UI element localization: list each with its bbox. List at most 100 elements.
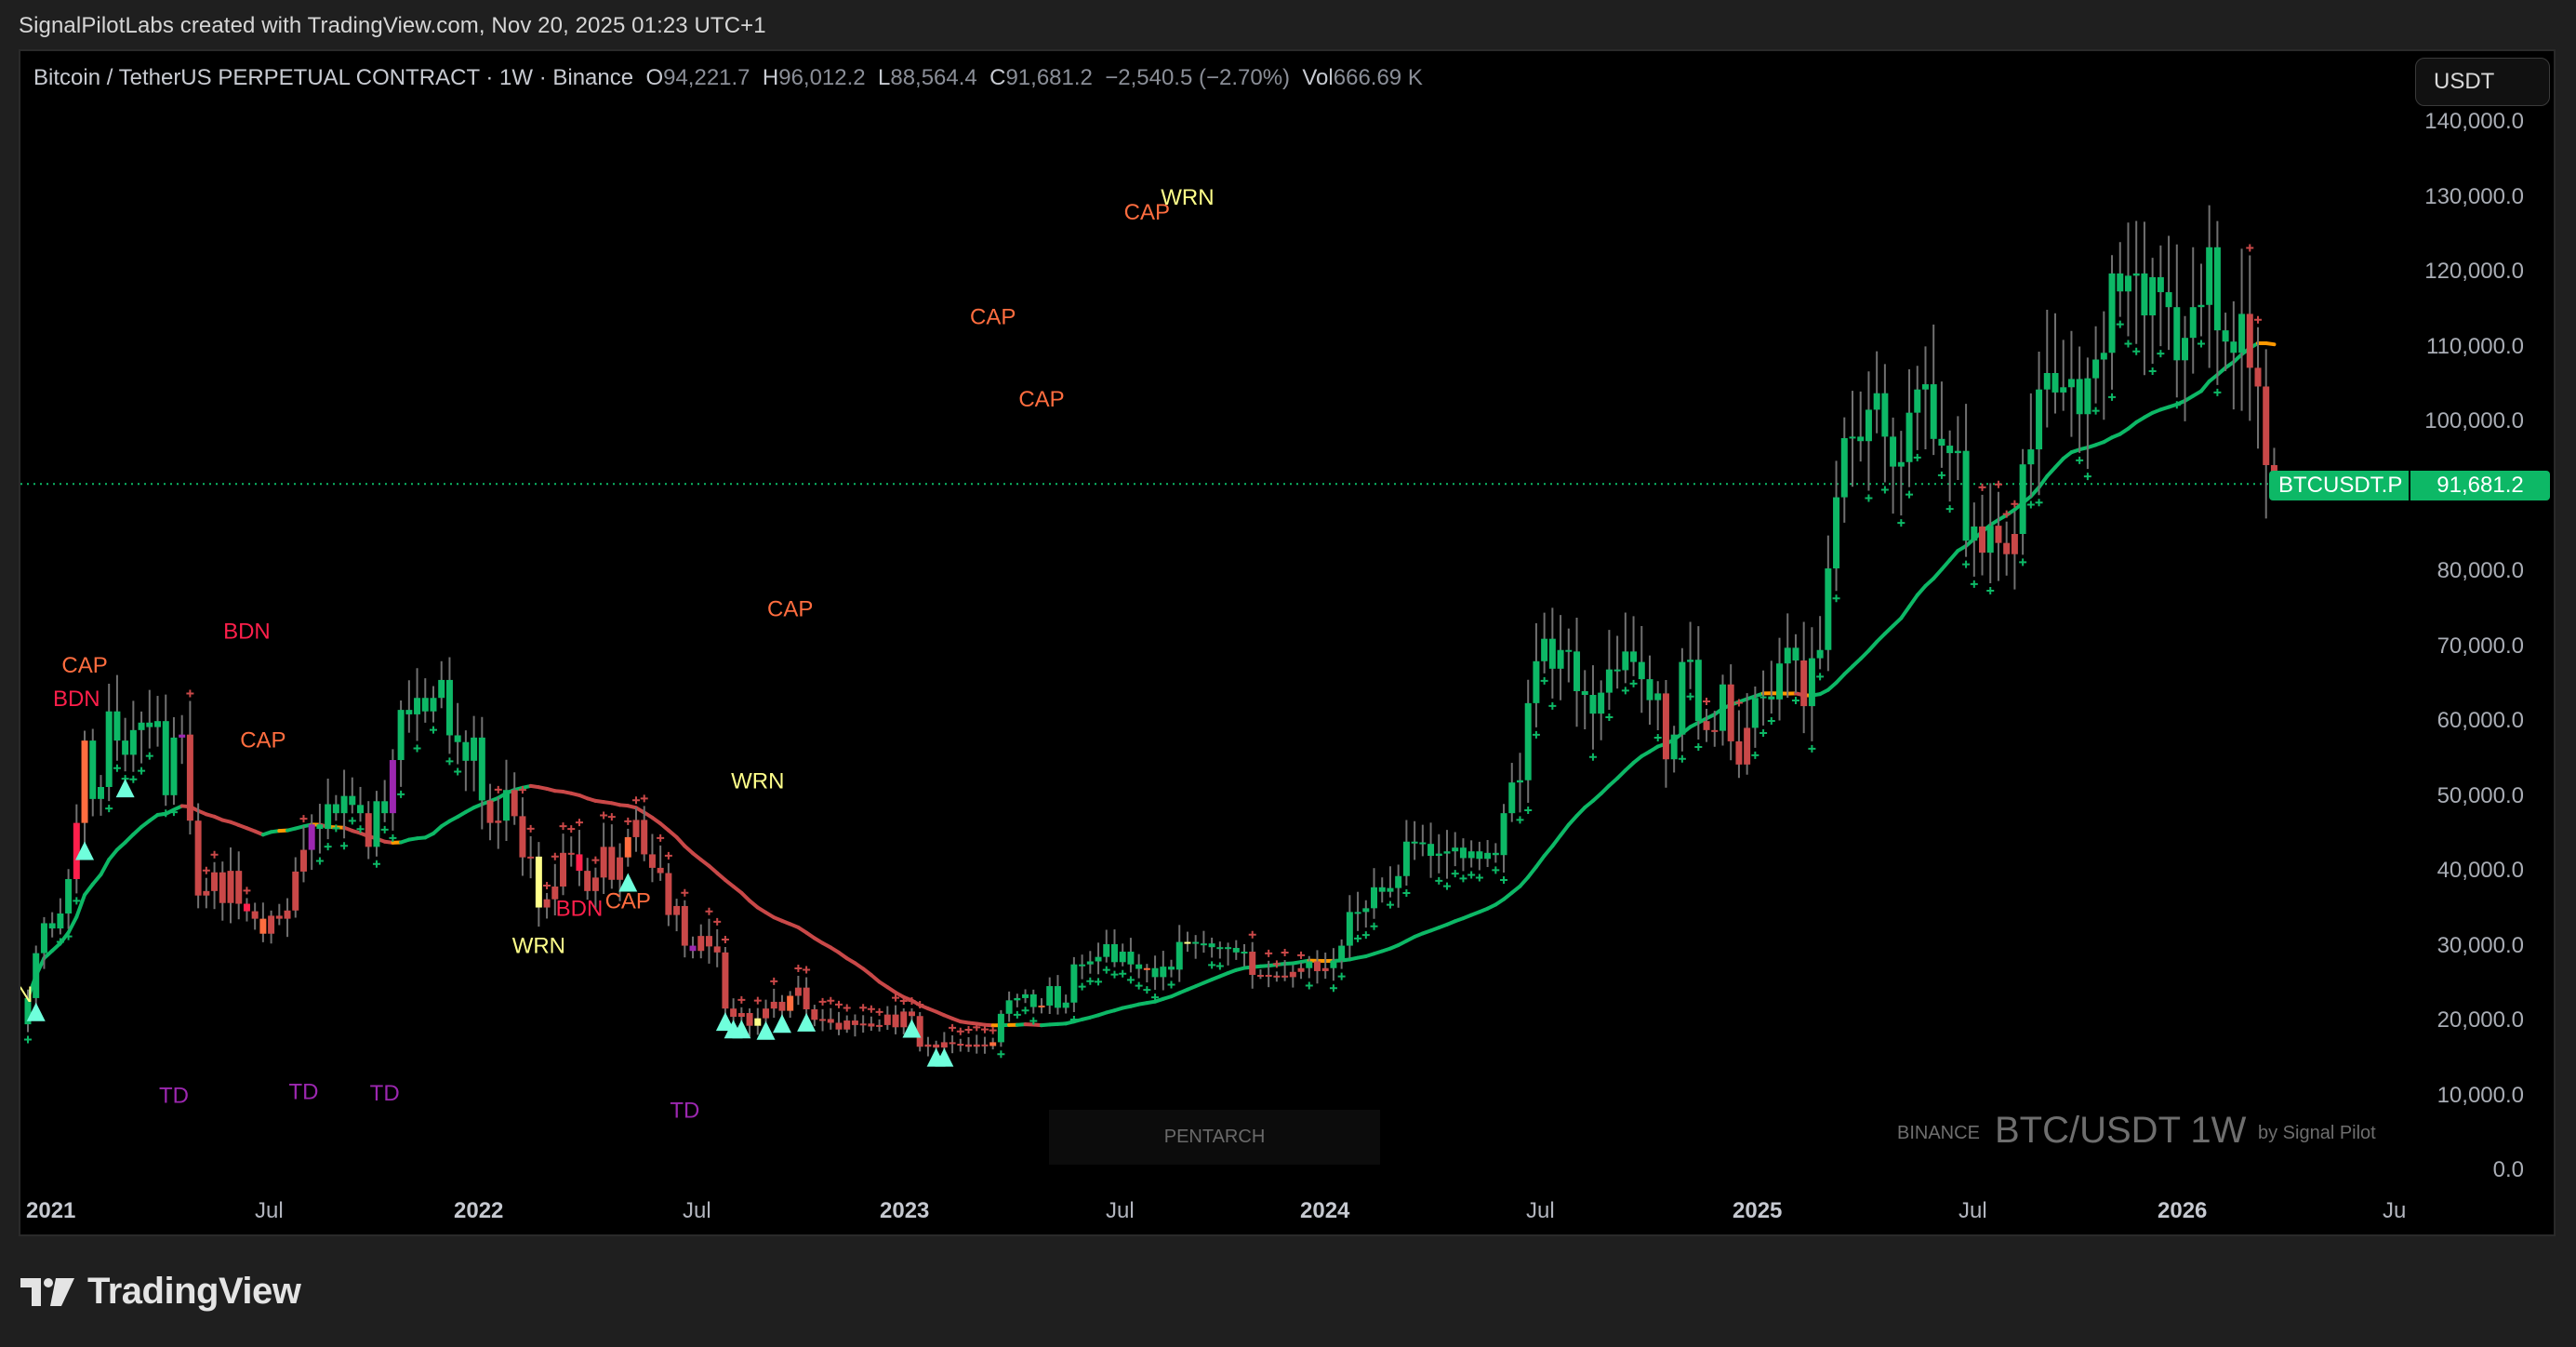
- candle-body: [1759, 696, 1767, 699]
- plus-marker: [1329, 984, 1337, 993]
- plus-marker: [1970, 580, 1978, 588]
- candle-body: [1598, 692, 1605, 714]
- ma-line-segment: [674, 835, 687, 848]
- candle-body: [2084, 378, 2091, 415]
- signal-label-wrn: WRN: [512, 934, 565, 959]
- candle-body: [389, 760, 396, 814]
- candle-body: [357, 805, 365, 814]
- plus-marker: [607, 813, 616, 821]
- candle-body: [1127, 952, 1135, 965]
- signal-label-wrn: N: [17, 982, 33, 1007]
- chart-pane[interactable]: [19, 49, 2556, 1236]
- signal-label-td: TD: [159, 1084, 189, 1109]
- candle-body: [1265, 974, 1272, 977]
- candle-body: [1346, 912, 1353, 946]
- plus-marker: [1694, 743, 1703, 752]
- plus-marker: [430, 726, 437, 734]
- plus-marker: [1102, 966, 1110, 974]
- candle-body: [1995, 526, 2002, 543]
- candle-body: [1225, 947, 1232, 950]
- ma-line-segment: [1518, 874, 1531, 888]
- candle-body: [2060, 387, 2067, 393]
- candle-body: [478, 737, 485, 801]
- candle-body: [2100, 353, 2107, 360]
- candle-body: [876, 1024, 883, 1027]
- plus-marker: [1248, 930, 1256, 939]
- candle-body: [495, 820, 502, 823]
- candle-body: [2198, 304, 2205, 308]
- plus-marker: [1215, 962, 1224, 970]
- plus-marker: [1305, 981, 1313, 990]
- candle-body: [1192, 941, 1200, 944]
- symbol-legend: Bitcoin / TetherUS PERPETUAL CONTRACT · …: [33, 65, 1423, 90]
- candle-body: [1921, 384, 1929, 390]
- candle-body: [763, 1008, 770, 1019]
- candle-body: [2076, 379, 2083, 415]
- candle-body: [713, 946, 721, 953]
- signal-label-cap: CAP: [970, 305, 1016, 330]
- signal-label-bdn: BDN: [556, 896, 604, 921]
- plus-marker: [632, 796, 640, 805]
- plus-marker: [551, 852, 559, 860]
- candle-body: [584, 871, 591, 891]
- candle-body: [292, 871, 299, 911]
- x-tick-label: Jul: [1959, 1198, 1987, 1223]
- candle-body: [778, 1001, 786, 1011]
- candle-body: [1371, 887, 1378, 909]
- candle-body: [2254, 367, 2262, 387]
- candle-body: [705, 936, 712, 947]
- candle-body: [1184, 941, 1191, 944]
- symbol-title[interactable]: Bitcoin / TetherUS PERPETUAL CONTRACT · …: [33, 65, 634, 90]
- ma-line-segment: [2198, 379, 2211, 393]
- plus-marker: [1500, 875, 1508, 884]
- signal-label-cap: CAP: [605, 888, 651, 914]
- breakout-triangle-icon: [75, 841, 95, 860]
- candle-body: [1232, 948, 1240, 953]
- indicator-panel-label[interactable]: PENTARCH: [1049, 1110, 1380, 1165]
- ma-line-segment: [1907, 593, 1919, 609]
- candle-body: [1589, 695, 1597, 714]
- plus-marker: [753, 996, 762, 1005]
- candle-body: [1508, 782, 1516, 814]
- candle-body: [1744, 727, 1751, 765]
- candle-body: [1711, 729, 1719, 732]
- breakout-triangle-icon: [115, 779, 135, 798]
- candle-body: [1703, 721, 1710, 730]
- candle-body: [57, 913, 64, 929]
- candle-body: [1046, 986, 1054, 1006]
- tradingview-logo[interactable]: TradingView: [20, 1271, 301, 1313]
- plus-marker: [1095, 978, 1103, 986]
- plus-marker: [1962, 560, 1971, 568]
- plus-marker: [73, 897, 81, 905]
- plus-marker: [2213, 388, 2222, 396]
- candle-body: [2117, 273, 2124, 292]
- y-tick-label: 120,000.0: [2424, 259, 2524, 285]
- candle-body: [1865, 409, 1872, 442]
- candle-body: [1086, 961, 1094, 965]
- candle-body: [2173, 307, 2181, 361]
- plus-marker: [1686, 692, 1694, 700]
- candle-body: [1825, 568, 1832, 650]
- candle-body: [2067, 379, 2075, 388]
- candle-body: [543, 899, 551, 908]
- candle-body: [365, 813, 372, 847]
- candle-body: [754, 1018, 762, 1026]
- candle-body: [770, 1001, 777, 1009]
- candle-body: [2003, 542, 2011, 554]
- plus-marker: [1808, 744, 1816, 753]
- high-value: 96,012.2: [778, 65, 866, 90]
- plus-marker: [1759, 728, 1768, 737]
- watermark-exchange: BINANCE: [1897, 1123, 1980, 1143]
- candle-body: [1613, 669, 1621, 672]
- candle-body: [1079, 964, 1086, 967]
- candle-body: [1038, 1005, 1045, 1007]
- candle-body: [308, 824, 315, 850]
- candle-body: [803, 987, 810, 1009]
- candle-body: [235, 871, 243, 904]
- candle-body: [1881, 393, 1889, 437]
- x-tick-label: Jul: [255, 1198, 284, 1223]
- currency-button[interactable]: USDT: [2415, 58, 2550, 106]
- plus-marker: [908, 996, 916, 1005]
